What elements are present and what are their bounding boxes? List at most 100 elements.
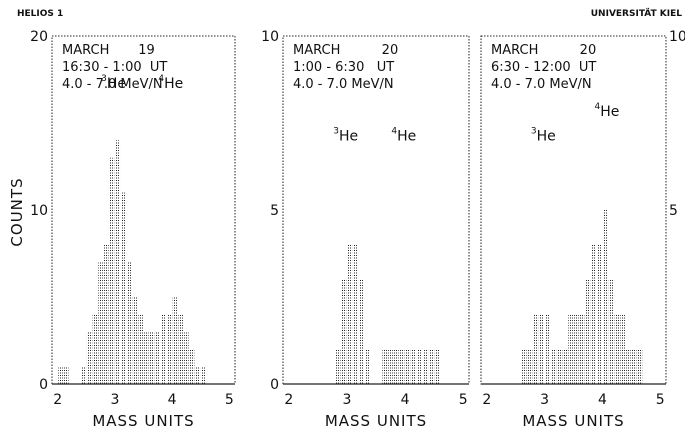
isotope-mass-number: 4 bbox=[158, 74, 164, 84]
info-line: 4.0 - 7.0 MeV/N bbox=[62, 77, 163, 92]
x-tick-label: 2 bbox=[53, 392, 62, 408]
panel-1: 2 3 4 5 0 10 20 MASS UNITS MARCH 19 16:30 - 1:00 … bbox=[30, 29, 236, 430]
histogram-bar bbox=[347, 244, 353, 384]
histogram-bar bbox=[195, 366, 201, 384]
histogram-bar bbox=[359, 279, 364, 384]
x-axis-label: MASS UNITS bbox=[92, 412, 194, 430]
histogram-bar bbox=[189, 349, 195, 384]
isotope-label: 4 He bbox=[594, 102, 619, 120]
histogram-bar bbox=[172, 297, 178, 384]
histogram-bar bbox=[434, 349, 440, 384]
histogram-bar bbox=[556, 349, 562, 384]
histogram-bar bbox=[335, 349, 341, 384]
histogram-bar bbox=[637, 349, 643, 384]
isotope-label: 4 He bbox=[391, 126, 416, 144]
histogram-bar bbox=[545, 314, 550, 384]
info-line: MARCH 19 bbox=[62, 43, 155, 58]
panel-3: 2 3 4 5 5 10 MASS UNITS MARCH 20 6:30 - 12:00 UT… bbox=[480, 29, 685, 430]
x-tick-label: 5 bbox=[225, 392, 234, 408]
histogram-bar bbox=[149, 331, 155, 384]
info-line: 4.0 - 7.0 MeV/N bbox=[293, 77, 394, 92]
isotope-element: He bbox=[107, 76, 126, 92]
x-tick-label: 4 bbox=[168, 392, 177, 408]
histogram-bar bbox=[574, 314, 579, 384]
histogram-bar bbox=[614, 314, 620, 384]
histogram-bar bbox=[98, 262, 103, 384]
y-tick-label: 10 bbox=[669, 29, 685, 45]
panel-2: 2 3 4 5 0 5 10 MASS UNITS MARCH 20 1:00 - 6:30 UT… bbox=[261, 29, 470, 430]
x-tick-label: 3 bbox=[342, 392, 351, 408]
histogram-bar bbox=[550, 349, 556, 384]
histogram-bar bbox=[631, 349, 637, 384]
isotope-label: 4 He bbox=[158, 74, 183, 92]
histogram-bar bbox=[608, 279, 614, 384]
info-line: 4.0 - 7.0 MeV/N bbox=[491, 77, 592, 92]
info-line: MARCH 20 bbox=[293, 43, 398, 58]
header-university: UNIVERSITÄT KIEL bbox=[591, 8, 683, 19]
histogram-bar bbox=[86, 331, 92, 384]
x-tick-label: 4 bbox=[401, 392, 410, 408]
histogram-bar bbox=[132, 297, 138, 384]
y-tick-label: 5 bbox=[270, 203, 279, 219]
histogram-bar bbox=[166, 314, 172, 384]
histogram-bar bbox=[568, 314, 573, 384]
histogram-bar bbox=[388, 349, 393, 384]
histogram-bar bbox=[522, 349, 527, 384]
histogram-bar bbox=[417, 349, 422, 384]
histogram-bar bbox=[399, 349, 405, 384]
histogram-bar bbox=[58, 366, 63, 384]
isotope-mass-number: 3 bbox=[531, 126, 537, 136]
isotope-mass-number: 3 bbox=[333, 126, 339, 136]
histogram-bar bbox=[533, 314, 539, 384]
histogram-bar bbox=[579, 314, 585, 384]
histogram-bar bbox=[591, 244, 597, 384]
info-line: 16:30 - 1:00 UT bbox=[62, 60, 167, 75]
header-helios: HELIOS 1 bbox=[17, 9, 63, 19]
x-tick-label: 4 bbox=[598, 392, 607, 408]
y-tick-label: 0 bbox=[39, 377, 48, 393]
isotope-element: He bbox=[600, 104, 619, 120]
x-tick-label: 3 bbox=[540, 392, 549, 408]
histogram-bar bbox=[603, 210, 608, 384]
histogram-bar bbox=[138, 314, 143, 384]
info-line: MARCH 20 bbox=[491, 43, 596, 58]
histogram-bar bbox=[115, 140, 121, 384]
histogram-bar bbox=[161, 314, 166, 384]
isotope-label: 3 He bbox=[101, 74, 126, 92]
histogram-bar bbox=[597, 244, 602, 384]
y-tick-label: 10 bbox=[261, 29, 279, 45]
histogram-bar bbox=[109, 157, 115, 384]
histogram-bar bbox=[539, 314, 544, 384]
histogram-bar bbox=[201, 366, 206, 384]
x-axis-label: MASS UNITS bbox=[522, 412, 624, 430]
histogram-bar bbox=[423, 349, 428, 384]
x-tick-label: 3 bbox=[110, 392, 119, 408]
histogram-bar bbox=[394, 349, 399, 384]
x-axis-label: MASS UNITS bbox=[325, 412, 427, 430]
isotope-mass-number: 3 bbox=[101, 74, 107, 84]
y-tick-label: 0 bbox=[270, 377, 279, 393]
isotope-label: 3 He bbox=[333, 126, 358, 144]
histogram-bar bbox=[144, 331, 149, 384]
histogram-bar bbox=[64, 366, 69, 384]
histogram-bar bbox=[155, 331, 161, 384]
histogram-bar bbox=[411, 349, 417, 384]
histogram-bar bbox=[121, 192, 126, 384]
histogram-bar bbox=[382, 349, 388, 384]
histogram-bar bbox=[81, 366, 86, 384]
isotope-element: He bbox=[537, 128, 556, 144]
isotope-label: 3 He bbox=[531, 126, 556, 144]
histogram-bar bbox=[527, 349, 533, 384]
histogram-bar bbox=[562, 349, 568, 384]
isotope-mass-number: 4 bbox=[594, 102, 600, 112]
histogram-bar bbox=[585, 279, 591, 384]
isotope-element: He bbox=[339, 128, 358, 144]
histogram-bar bbox=[405, 349, 411, 384]
histogram-bar bbox=[626, 349, 631, 384]
histogram-bar bbox=[92, 314, 98, 384]
histogram-bar bbox=[353, 244, 358, 384]
info-line: 6:30 - 12:00 UT bbox=[491, 60, 596, 75]
x-tick-label: 2 bbox=[284, 392, 293, 408]
isotope-element: He bbox=[164, 76, 183, 92]
